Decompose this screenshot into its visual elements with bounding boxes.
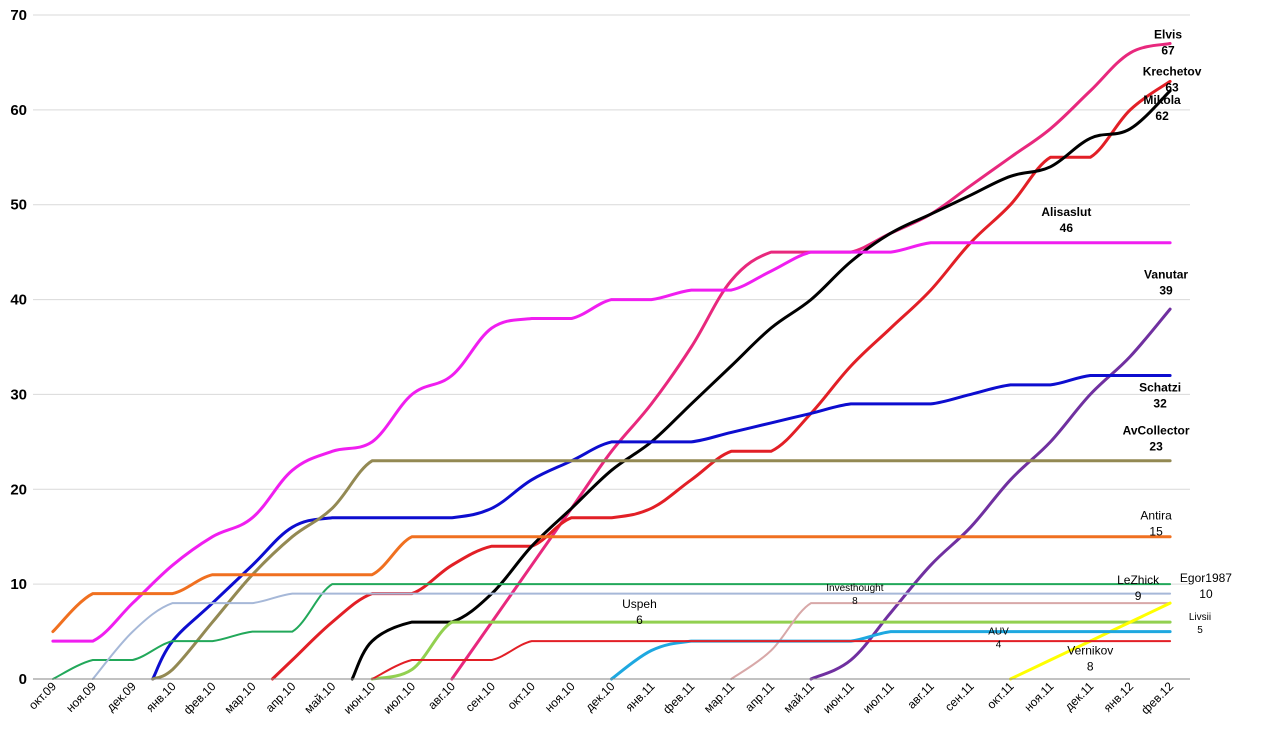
x-tick-label: фев.11	[660, 679, 698, 717]
gridlines	[33, 14, 1190, 585]
series-label-livsii: Livsii	[1189, 612, 1211, 623]
x-tick-label: май.11	[781, 679, 818, 716]
x-tick-label: июн.10	[341, 679, 379, 717]
series-label-elvis: Elvis	[1154, 28, 1182, 42]
series-label-vanutar: Vanutar	[1144, 268, 1188, 282]
series-value-elvis: 67	[1161, 44, 1175, 58]
y-tick-label: 60	[10, 102, 27, 119]
x-tick-label: фев.12	[1138, 679, 1176, 717]
y-tick-label: 50	[10, 197, 27, 214]
x-tick-label: ноя.10	[542, 679, 578, 715]
x-tick-label: авг.10	[425, 679, 458, 712]
x-tick-label: май.10	[301, 679, 338, 716]
x-tick-label: мар.10	[222, 679, 259, 716]
x-tick-label: мар.11	[701, 679, 738, 716]
series-label-mikola: Mikola	[1143, 93, 1181, 107]
x-tick-label: дек.11	[1062, 679, 1097, 714]
series-value-uspeh: 6	[636, 613, 643, 627]
x-tick-label: июл.10	[381, 679, 419, 717]
series-line-alisaslut	[51, 241, 1172, 643]
series-value-vernikov: 8	[1087, 659, 1094, 673]
y-tick-label: 40	[10, 292, 27, 309]
series-value-alisaslut: 46	[1060, 221, 1074, 235]
x-tick-label: янв.10	[143, 679, 179, 715]
series-label-lezhick: LeZhick	[1117, 573, 1160, 587]
x-tick-label: апр.10	[263, 679, 299, 715]
x-tick-label: дек.09	[104, 679, 139, 714]
y-tick-label: 10	[10, 576, 27, 593]
series-line-avcollector	[151, 459, 1172, 681]
series-line-lezhick	[51, 583, 1172, 680]
series-label-uspeh: Uspeh	[622, 597, 657, 611]
series-value-lezhick: 9	[1135, 589, 1142, 603]
series-line-vernikov	[371, 640, 1172, 680]
series-line-antira	[51, 535, 1172, 634]
series-value-avcollector: 23	[1149, 439, 1163, 453]
series-value-schatzi: 32	[1153, 397, 1167, 411]
series-value-investhought: 8	[852, 596, 858, 607]
series-value-krechetov: 63	[1165, 81, 1179, 95]
series-labels: Elvis67Krechetov63Mikola62Alisaslut46Van…	[622, 28, 1232, 674]
x-tick-label: июл.11	[860, 679, 897, 716]
x-tick-label: окт.10	[505, 679, 538, 712]
series-line-mikola	[350, 89, 1172, 681]
series-label-krechetov: Krechetov	[1143, 65, 1202, 79]
y-tick-label: 70	[10, 7, 27, 24]
x-tick-label: окт.09	[26, 679, 59, 712]
series-label-antira: Antira	[1140, 509, 1172, 523]
y-tick-label: 20	[10, 481, 27, 498]
x-tick-label: янв.12	[1101, 679, 1137, 715]
series-value-egor1987: 10	[1199, 587, 1213, 601]
x-tick-label: ноя.09	[63, 679, 99, 715]
series-lines	[51, 42, 1172, 681]
series-value-antira: 15	[1149, 525, 1163, 539]
series-label-schatzi: Schatzi	[1139, 381, 1181, 395]
x-tick-label: сен.11	[942, 679, 977, 714]
x-tick-label: дек.10	[583, 679, 618, 714]
series-value-vanutar: 39	[1159, 284, 1173, 298]
series-label-vernikov: Vernikov	[1067, 643, 1113, 657]
y-axis-ticks: 0 10 20 30 40 50 60 70	[10, 7, 27, 688]
series-label-investhought: Investhought	[826, 583, 883, 594]
series-line-elvis	[450, 42, 1172, 681]
series-line-investhought	[730, 602, 1172, 680]
y-tick-label: 0	[19, 671, 27, 688]
x-tick-label: янв.11	[623, 679, 658, 714]
series-value-livsii: 5	[1197, 625, 1203, 636]
series-line-egor1987	[91, 592, 1172, 680]
series-value-auv: 4	[996, 639, 1002, 650]
x-tick-label: июн.11	[820, 679, 857, 716]
x-tick-label: сен.10	[463, 679, 499, 715]
y-tick-label: 30	[10, 386, 27, 403]
series-label-auv: AUV	[988, 626, 1009, 637]
series-line-uspeh	[370, 620, 1172, 681]
series-line-schatzi	[151, 374, 1172, 681]
series-label-alisaslut: Alisaslut	[1041, 205, 1091, 219]
series-label-avcollector: AvCollector	[1123, 423, 1190, 437]
x-tick-label: окт.11	[984, 679, 1017, 712]
series-label-egor1987: Egor1987	[1180, 571, 1232, 585]
x-tick-label: фев.10	[181, 679, 219, 717]
x-tick-label: авг.11	[904, 679, 937, 712]
series-value-mikola: 62	[1155, 109, 1169, 123]
x-tick-label: ноя.11	[1021, 679, 1056, 714]
x-axis-ticks: окт.09 ноя.09 дек.09 янв.10 фев.10 мар.10 апр.…	[26, 679, 1176, 717]
x-tick-label: апр.11	[742, 679, 777, 714]
